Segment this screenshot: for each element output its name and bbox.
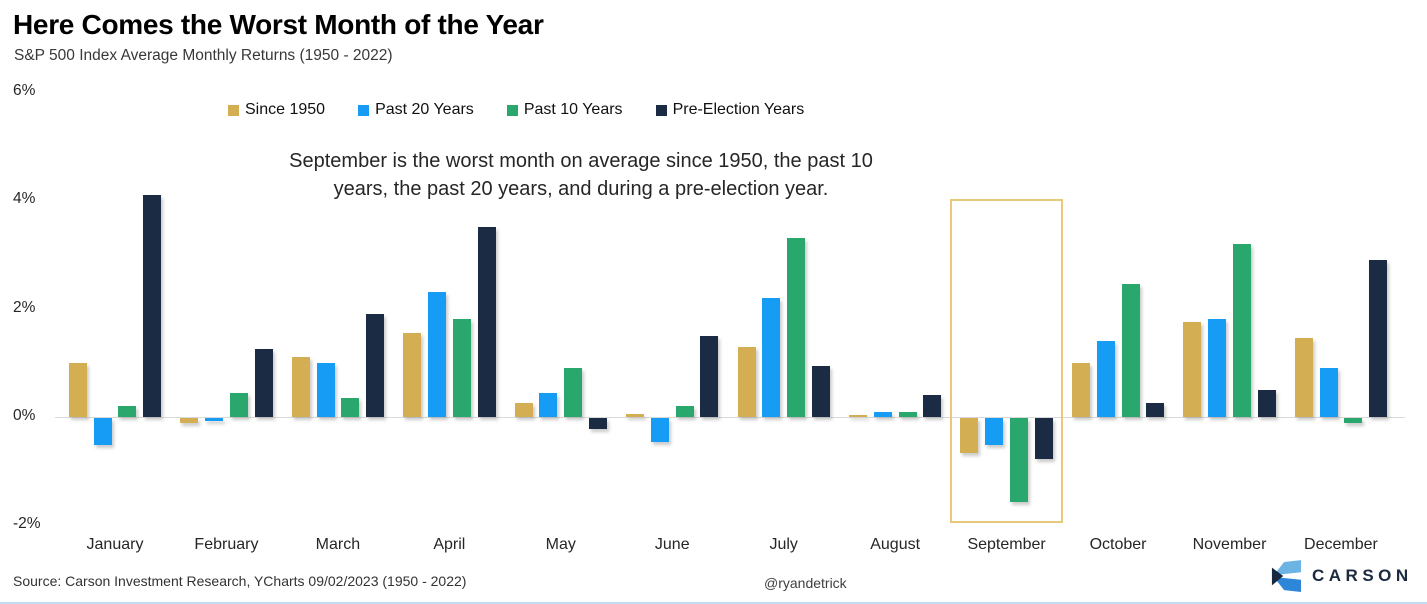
y-axis-label: 4% <box>13 190 36 208</box>
y-axis-label: 2% <box>13 298 36 316</box>
annotation-line-1: September is the worst month on average … <box>289 150 873 172</box>
logo-shape-top <box>1273 560 1301 576</box>
x-axis-label-september: September <box>967 536 1046 553</box>
legend-item-past-10-years: Past 10 Years <box>506 101 623 119</box>
bar-august-since-1950 <box>848 415 867 417</box>
bar-may-past-10-years <box>564 368 583 417</box>
bar-may-pre-election-years <box>589 418 607 429</box>
bar-october-since-1950 <box>1071 362 1090 417</box>
bar-july-since-1950 <box>737 346 756 417</box>
bar-july-past-10-years <box>787 238 806 417</box>
bar-september-past-10-years <box>1010 418 1028 502</box>
bar-may-since-1950 <box>514 403 533 417</box>
bar-march-pre-election-years <box>366 314 385 417</box>
x-axis-label-june: June <box>654 536 690 553</box>
bottom-accent-line <box>0 602 1427 604</box>
legend-label: Pre-Election Years <box>672 101 805 118</box>
x-axis-label-december: December <box>1304 536 1378 553</box>
bar-february-past-20-years <box>205 418 224 421</box>
bar-june-pre-election-years <box>700 335 719 417</box>
bar-january-past-10-years <box>118 406 137 417</box>
bar-august-pre-election-years <box>923 395 942 417</box>
legend-marker-icon <box>655 104 667 116</box>
chart-title: Here Comes the Worst Month of the Year <box>13 9 544 40</box>
bar-june-past-20-years <box>650 418 669 443</box>
x-axis-label-april: April <box>433 536 466 553</box>
legend-marker-icon <box>358 104 370 116</box>
bar-august-past-10-years <box>898 411 917 417</box>
x-axis-label-january: January <box>86 536 144 553</box>
bar-april-since-1950 <box>403 333 422 417</box>
bar-october-past-20-years <box>1096 341 1115 417</box>
y-axis-label: -2% <box>13 515 41 533</box>
bar-january-pre-election-years <box>143 194 162 417</box>
bar-april-past-10-years <box>452 319 471 417</box>
x-axis-label-august: August <box>870 536 921 553</box>
bar-october-past-10-years <box>1121 284 1140 417</box>
x-axis-label-november: November <box>1192 536 1267 553</box>
x-axis-label-july: July <box>769 536 798 553</box>
bar-may-past-20-years <box>539 392 558 417</box>
bar-july-pre-election-years <box>811 365 830 417</box>
bar-november-since-1950 <box>1183 322 1202 417</box>
logo-shape-bottom <box>1273 576 1301 592</box>
legend-item-past-20-years: Past 20 Years <box>358 101 474 119</box>
annotation: September is the worst month on average … <box>231 147 931 203</box>
bar-june-since-1950 <box>626 414 644 417</box>
bar-march-past-20-years <box>316 362 335 417</box>
x-axis-label-october: October <box>1089 536 1147 553</box>
bar-november-past-20-years <box>1208 319 1227 417</box>
bar-august-past-20-years <box>873 411 892 417</box>
bar-july-past-20-years <box>762 297 781 417</box>
logo-shape-left <box>1271 567 1284 586</box>
legend-label: Past 20 Years <box>375 101 474 118</box>
legend: Since 1950 Past 20 Years Past 10 Years Pre-… <box>228 101 804 119</box>
carson-logo-icon <box>1271 560 1301 592</box>
legend-item-pre-election-years: Pre-Election Years <box>655 101 805 119</box>
twitter-handle: @ryandetrick <box>764 575 847 591</box>
september-highlight-box <box>950 199 1064 523</box>
bar-december-since-1950 <box>1294 338 1313 417</box>
legend-item-since-1950: Since 1950 <box>228 101 325 119</box>
annotation-line-2: years, the past 20 years, and during a p… <box>333 178 829 200</box>
legend-label: Since 1950 <box>245 101 326 118</box>
x-axis-label-march: March <box>315 536 361 553</box>
zero-gridline <box>55 417 1405 418</box>
bar-december-past-20-years <box>1319 368 1338 417</box>
y-axis-label: 0% <box>13 407 36 424</box>
x-axis-label-may: May <box>545 536 576 553</box>
brand-lockup: CARSON <box>1271 559 1413 593</box>
bar-september-pre-election-years <box>1034 418 1053 459</box>
bar-december-past-10-years <box>1344 418 1363 424</box>
x-axis-label-february: February <box>194 536 259 553</box>
source-note: Source: Carson Investment Research, YCha… <box>13 573 467 589</box>
bar-october-pre-election-years <box>1146 403 1165 417</box>
bar-april-past-20-years <box>428 292 446 417</box>
bar-december-pre-election-years <box>1369 259 1388 417</box>
bar-june-past-10-years <box>675 406 694 417</box>
bar-january-since-1950 <box>68 362 87 417</box>
bar-march-since-1950 <box>291 357 310 417</box>
bar-september-since-1950 <box>960 418 979 454</box>
chart-subtitle: S&P 500 Index Average Monthly Returns (1… <box>14 47 393 64</box>
bar-february-pre-election-years <box>254 349 273 418</box>
bar-march-past-10-years <box>341 398 360 417</box>
bar-february-since-1950 <box>180 418 199 424</box>
legend-marker-icon <box>228 104 239 116</box>
y-axis-label: 6% <box>13 81 36 99</box>
bar-november-past-10-years <box>1232 243 1251 417</box>
brand-wordmark: CARSON <box>1312 566 1413 585</box>
legend-marker-icon <box>506 104 518 116</box>
bar-november-pre-election-years <box>1257 389 1276 417</box>
bar-february-past-10-years <box>229 392 248 417</box>
bar-january-past-20-years <box>93 418 112 446</box>
bar-april-pre-election-years <box>477 227 496 417</box>
legend-label: Past 10 Years <box>523 101 623 118</box>
bar-september-past-20-years <box>985 418 1004 446</box>
